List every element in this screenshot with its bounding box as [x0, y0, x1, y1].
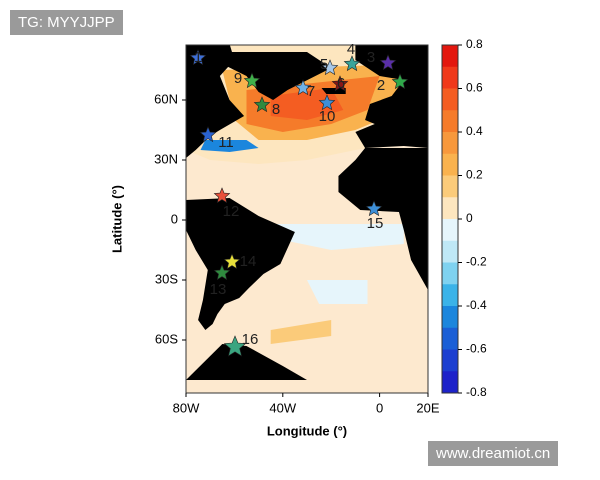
colorbar-segment	[442, 240, 458, 263]
station-label: 12	[223, 203, 240, 220]
station-label: 8	[272, 101, 280, 118]
europe	[355, 45, 428, 148]
colorbar-segment	[442, 349, 458, 372]
colorbar-segment	[442, 306, 458, 329]
station-label: 3	[367, 49, 375, 66]
colorbar-segment	[442, 45, 458, 68]
station-label: 11	[218, 134, 234, 151]
lon-tick-label: 0	[376, 400, 383, 415]
colorbar-tick-label: 0.4	[466, 124, 483, 138]
station-label: 5	[320, 56, 328, 73]
lon-tick-label: 20E	[416, 400, 439, 415]
colorbar-tick-label: 0.8	[466, 37, 483, 51]
warm-patch	[270, 320, 332, 344]
station-label: 4	[347, 41, 355, 58]
colorbar-segment	[442, 371, 458, 394]
colorbar-segment	[442, 153, 458, 176]
station-label: 1	[194, 49, 202, 66]
station-star	[223, 253, 241, 270]
colorbar-segment	[442, 219, 458, 242]
colorbar-segment	[442, 66, 458, 89]
station-label: 2	[377, 77, 385, 94]
colorbar-segment	[442, 327, 458, 350]
antarctic-peninsula	[186, 344, 307, 380]
colorbar-segment	[442, 175, 458, 198]
station-star	[294, 79, 312, 96]
lat-tick-label: 60S	[155, 331, 178, 346]
station-label: 13	[210, 281, 227, 298]
lon-tick-label: 80W	[173, 400, 200, 415]
station-star	[243, 72, 261, 89]
lat-tick-label: 60N	[154, 91, 178, 106]
station-star	[223, 335, 247, 357]
colorbar-segment	[442, 132, 458, 155]
colorbar-tick-label: -0.8	[466, 385, 487, 399]
colorbar-tick-label: 0.2	[466, 168, 483, 182]
station-star	[343, 55, 361, 72]
station-label: 9	[234, 70, 242, 87]
colorbar-tick-label: -0.6	[466, 342, 487, 356]
colorbar-tick-label: 0	[466, 211, 473, 225]
land	[186, 45, 428, 380]
south-america	[186, 198, 295, 330]
station-star	[365, 200, 383, 217]
station-star	[189, 49, 207, 66]
greenland	[222, 52, 332, 100]
colorbar-segment	[442, 88, 458, 111]
iceland	[321, 88, 346, 94]
station-label: 16	[242, 331, 259, 348]
colorbar-tick-label: -0.4	[466, 298, 487, 312]
station-label: 7	[307, 83, 315, 100]
y-label: Latitude (°)	[109, 185, 124, 253]
colorbar-segment	[442, 197, 458, 220]
watermark: TG: MYYJJPP	[10, 10, 123, 35]
station-star	[331, 75, 349, 92]
station-star	[391, 73, 409, 90]
station-star	[318, 94, 336, 111]
colorbar-segment	[442, 110, 458, 133]
colorbar-segment	[442, 262, 458, 285]
cold-patch	[200, 140, 259, 152]
africa	[338, 148, 428, 290]
station-label: 6	[337, 75, 345, 92]
station-star	[199, 126, 217, 143]
station-star	[213, 264, 231, 281]
x-label: Longitude (°)	[267, 423, 347, 438]
station-star	[213, 187, 231, 204]
station-label: 15	[367, 215, 384, 232]
station-label: 10	[319, 108, 336, 125]
station-star	[379, 54, 397, 71]
lon-tick-label: 40W	[269, 400, 296, 415]
lat-tick-label: 0	[171, 211, 178, 226]
colorbar-tick-label: 0.6	[466, 81, 483, 95]
north-america	[186, 45, 245, 200]
colorbar-segment	[442, 284, 458, 307]
map-frame	[185, 44, 429, 394]
station-star	[321, 59, 339, 76]
station-label: 14	[240, 253, 257, 270]
warm-patch	[270, 88, 344, 120]
lat-tick-label: 30S	[155, 271, 178, 286]
cold-patch	[307, 280, 368, 304]
station-star	[253, 96, 271, 113]
cold-patch	[270, 224, 404, 250]
watermark: www.dreamiot.cn	[428, 441, 559, 466]
lat-tick-label: 30N	[154, 151, 178, 166]
colorbar-tick-label: -0.2	[466, 255, 487, 269]
